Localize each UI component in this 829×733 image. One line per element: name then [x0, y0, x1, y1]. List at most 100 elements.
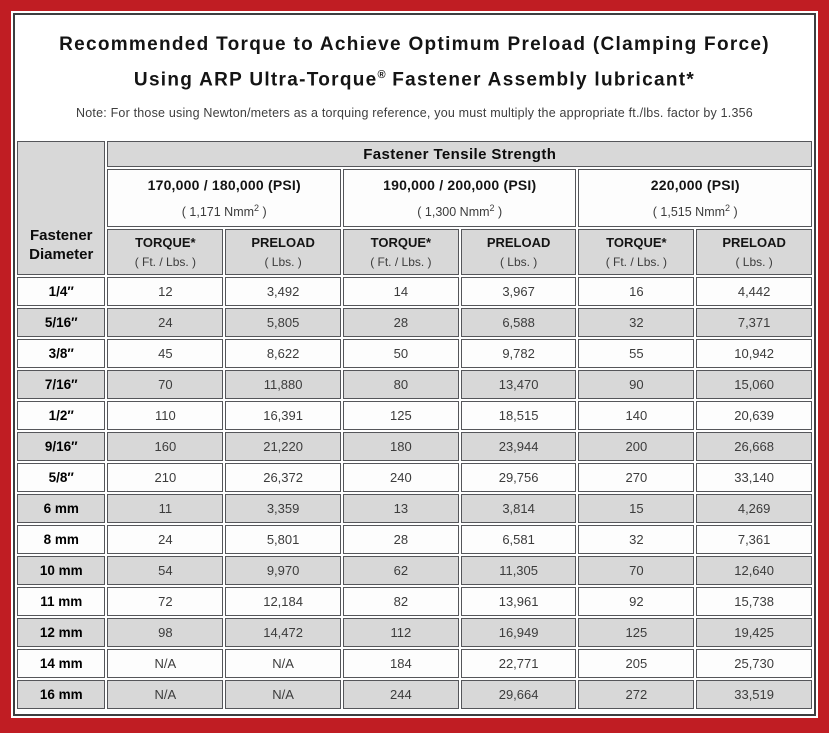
- torque-value-cell: 240: [342, 463, 459, 492]
- conversion-note: Note: For those using Newton/meters as a…: [76, 106, 753, 121]
- table-row: 8 mm 24 5,801 28 6,581 32 7,361: [17, 525, 812, 554]
- fastener-diameter-cell: 16 mm: [17, 680, 106, 709]
- torque-value-cell: 14: [342, 277, 459, 306]
- table-row: 11 mm 72 12,184 82 13,961 92 15,738: [17, 587, 812, 616]
- torque-value-cell: 70: [578, 556, 695, 585]
- table-row: 10 mm 54 9,970 62 11,305 70 12,640: [17, 556, 812, 585]
- preload-value-cell: 9,782: [460, 339, 577, 368]
- fastener-diameter-cell: 5/8″: [17, 463, 106, 492]
- torque-value-cell: 24: [107, 308, 224, 337]
- page-title-line2: Using ARP Ultra-Torque® Fastener Assembl…: [21, 60, 808, 95]
- preload-value-cell: 12,184: [225, 587, 341, 616]
- preload-value-cell: 9,970: [225, 556, 341, 585]
- torque-value-cell: 28: [342, 525, 459, 554]
- preload-value-cell: 15,060: [696, 370, 812, 399]
- preload-value-cell: 10,942: [696, 339, 812, 368]
- table-row: 12 mm 98 14,472 112 16,949 125 19,425: [17, 618, 812, 647]
- torque-value-cell: 72: [107, 587, 224, 616]
- torque-value-cell: 32: [578, 525, 695, 554]
- table-body: 1/4″ 12 3,492 14 3,967 16 4,442 5/16″ 24 5,805 28 6…: [17, 277, 812, 709]
- preload-value-cell: 21,220: [225, 432, 341, 461]
- preload-value-cell: 33,140: [696, 463, 812, 492]
- torque-column-header: TORQUE* ( Ft. / Lbs. ): [342, 229, 459, 275]
- psi-group-header-190-200: 190,000 / 200,000 (PSI) ( 1,300 Nmm2 ): [342, 169, 577, 227]
- torque-value-cell: 160: [107, 432, 224, 461]
- torque-column-header: TORQUE* ( Ft. / Lbs. ): [578, 229, 695, 275]
- torque-value-cell: 24: [107, 525, 224, 554]
- preload-value-cell: 3,359: [225, 494, 341, 523]
- preload-value-cell: 5,801: [225, 525, 341, 554]
- torque-column-header: TORQUE* ( Ft. / Lbs. ): [107, 229, 224, 275]
- table-row: 3/8″ 45 8,622 50 9,782 55 10,942: [17, 339, 812, 368]
- preload-value-cell: 25,730: [696, 649, 812, 678]
- fastener-diameter-cell: 3/8″: [17, 339, 106, 368]
- fastener-diameter-cell: 11 mm: [17, 587, 106, 616]
- preload-value-cell: 29,756: [460, 463, 577, 492]
- torque-value-cell: 16: [578, 277, 695, 306]
- preload-value-cell: 16,949: [460, 618, 577, 647]
- fastener-diameter-cell: 9/16″: [17, 432, 106, 461]
- torque-value-cell: 62: [342, 556, 459, 585]
- header-row-units: TORQUE* ( Ft. / Lbs. ) PRELOAD ( Lbs. ) …: [17, 229, 812, 275]
- fastener-diameter-cell: 6 mm: [17, 494, 106, 523]
- preload-value-cell: 13,961: [460, 587, 577, 616]
- preload-value-cell: N/A: [225, 649, 341, 678]
- tensile-strength-header: Fastener Tensile Strength: [107, 141, 812, 167]
- torque-value-cell: 125: [578, 618, 695, 647]
- torque-value-cell: 180: [342, 432, 459, 461]
- preload-column-header: PRELOAD ( Lbs. ): [460, 229, 577, 275]
- preload-value-cell: 5,805: [225, 308, 341, 337]
- preload-value-cell: 7,361: [696, 525, 812, 554]
- preload-value-cell: 18,515: [460, 401, 577, 430]
- torque-value-cell: 13: [342, 494, 459, 523]
- preload-value-cell: 11,305: [460, 556, 577, 585]
- preload-column-header: PRELOAD ( Lbs. ): [225, 229, 341, 275]
- preload-value-cell: 19,425: [696, 618, 812, 647]
- torque-value-cell: 92: [578, 587, 695, 616]
- torque-value-cell: 184: [342, 649, 459, 678]
- torque-value-cell: 125: [342, 401, 459, 430]
- torque-value-cell: N/A: [107, 680, 224, 709]
- fastener-diameter-cell: 8 mm: [17, 525, 106, 554]
- preload-value-cell: 20,639: [696, 401, 812, 430]
- preload-value-cell: 11,880: [225, 370, 341, 399]
- torque-value-cell: 112: [342, 618, 459, 647]
- preload-value-cell: 3,967: [460, 277, 577, 306]
- table-row: 6 mm 11 3,359 13 3,814 15 4,269: [17, 494, 812, 523]
- psi-label: 170,000 / 180,000 (PSI): [147, 176, 301, 193]
- nmm-label: ( 1,300 Nmm2 ): [417, 202, 503, 220]
- content-frame: Recommended Torque to Achieve Optimum Pr…: [13, 13, 816, 716]
- table-row: 5/8″ 210 26,372 240 29,756 270 33,140: [17, 463, 812, 492]
- torque-value-cell: 28: [342, 308, 459, 337]
- nmm-label: ( 1,515 Nmm2 ): [652, 202, 738, 220]
- torque-spec-table: Fastener Diameter Fastener Tensile Stren…: [15, 139, 814, 711]
- torque-value-cell: 270: [578, 463, 695, 492]
- psi-group-header-220: 220,000 (PSI) ( 1,515 Nmm2 ): [578, 169, 812, 227]
- torque-value-cell: 70: [107, 370, 224, 399]
- table-row: 5/16″ 24 5,805 28 6,588 32 7,371: [17, 308, 812, 337]
- torque-value-cell: 272: [578, 680, 695, 709]
- fastener-diameter-cell: 1/2″: [17, 401, 106, 430]
- fastener-diameter-header: Fastener Diameter: [17, 141, 106, 275]
- fastener-diameter-header-line2: Diameter: [29, 246, 94, 263]
- preload-value-cell: 15,738: [696, 587, 812, 616]
- torque-value-cell: 12: [107, 277, 224, 306]
- torque-value-cell: 98: [107, 618, 224, 647]
- fastener-diameter-cell: 12 mm: [17, 618, 106, 647]
- torque-value-cell: 55: [578, 339, 695, 368]
- torque-value-cell: 32: [578, 308, 695, 337]
- title-section: Recommended Torque to Achieve Optimum Pr…: [15, 15, 814, 139]
- psi-label: 220,000 (PSI): [650, 176, 740, 193]
- torque-value-cell: 140: [578, 401, 695, 430]
- torque-value-cell: 45: [107, 339, 224, 368]
- psi-group-header-170-180: 170,000 / 180,000 (PSI) ( 1,171 Nmm2 ): [107, 169, 341, 227]
- fastener-diameter-header-line1: Fastener: [29, 227, 93, 244]
- preload-column-header: PRELOAD ( Lbs. ): [696, 229, 812, 275]
- torque-value-cell: 54: [107, 556, 224, 585]
- header-row-psi: 170,000 / 180,000 (PSI) ( 1,171 Nmm2 ) 1…: [17, 169, 812, 227]
- preload-value-cell: 4,442: [696, 277, 812, 306]
- torque-value-cell: 15: [578, 494, 695, 523]
- preload-value-cell: N/A: [225, 680, 341, 709]
- preload-value-cell: 3,492: [225, 277, 341, 306]
